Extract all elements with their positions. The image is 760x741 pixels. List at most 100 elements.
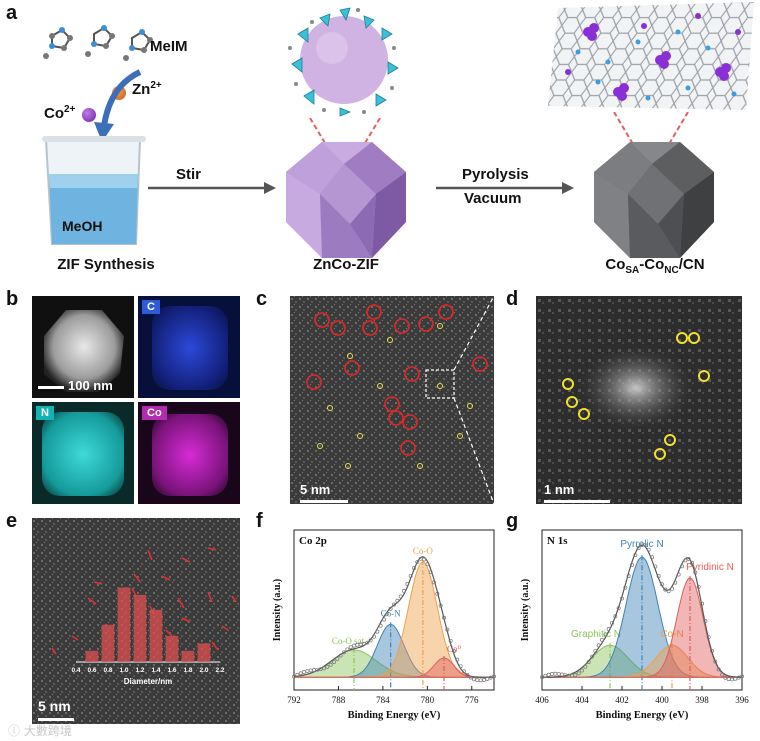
xps-tick-label: 400 [655,695,669,705]
panel-label-e: e [6,510,18,532]
xps-data-point [673,580,678,585]
histogram-tick-label: 2.2 [215,667,224,674]
xps-data-point [462,669,466,674]
histogram-tick-label: 2.0 [199,667,208,674]
xps-data-point [428,570,433,575]
xps-peak-label: Co-O [413,546,434,556]
xps-x-label: Binding Energy (eV) [596,710,689,721]
co-ion-icon [82,108,96,122]
histogram-tick-label: 1.8 [183,667,192,674]
xps-data-point [435,591,440,596]
zif-crystal-structure-icon [288,7,399,117]
xps-data-point [305,669,310,673]
caption-cosa-conc-cn: CoSA-CoNC/CN [605,256,705,276]
xps-data-point [395,598,400,603]
histogram-bar [149,609,163,662]
panel-label-f: f [256,510,263,532]
stem-image-e: 0.4 0.6 0.8 1.0 1.2 1.4 1.6 1.8 2.0 2.2 Diameter/n… [32,518,240,724]
panel-label-d: d [506,288,519,310]
xps-data-point [686,556,691,561]
xps-data-point [432,580,436,585]
xps-data-point [455,657,460,662]
xps-data-point [388,606,393,611]
xps-tick-label: 402 [615,695,629,705]
xps-peak-label: Graphitic N [571,629,621,640]
xps-data-point [292,674,296,679]
xps-data-point [385,611,390,616]
xps-data-point [342,650,346,655]
panel-label-g: g [506,510,519,532]
histogram-bar [165,635,179,662]
xps-data-point [295,672,300,677]
xps-data-point [472,677,476,682]
xps-tick-label: 398 [695,695,709,705]
xps-title: N 1s [547,535,568,547]
eds-tag-c: C [142,300,160,314]
xps-data-point [322,666,326,671]
watermark: ⓘ 大數跨境 [8,724,72,738]
xps-data-point [630,562,634,567]
xps-data-point [696,584,701,589]
xps-data-point [475,678,480,683]
xps-data-point [730,677,734,682]
meim-label: MeIM [150,38,188,55]
xps-peak-label: Co-N [381,608,402,618]
xps-data-point [308,668,313,673]
histogram-tick-label: 1.4 [151,667,160,674]
xps-data-point [448,638,453,643]
xps-data-point [606,627,611,631]
xps-data-point [560,672,564,677]
xps-data-point [328,662,333,667]
xps-data-point [653,564,658,569]
caption-zif-synthesis: ZIF Synthesis [57,256,155,273]
xps-data-point [583,664,588,669]
histogram-x-label: Diameter/nm [124,677,172,686]
xps-data-point [546,672,551,677]
xps-data-point [405,581,410,586]
xps-data-point [633,553,638,557]
xps-tick-label: 776 [465,695,479,705]
histogram-bar [117,587,131,662]
xps-data-point [412,566,416,571]
xps-data-point [422,557,426,562]
xps-peak-label: Pyridinic N [686,562,734,573]
xps-data-point [302,670,306,674]
xps-data-point [485,676,490,681]
xps-frame [293,529,495,691]
stir-arrow-icon [148,182,276,194]
xps-data-point [660,582,664,587]
xps-peak-label: Co-N [660,629,683,640]
xps-data-point [368,638,373,643]
xps-data-point [438,603,443,608]
xps-data-point [318,667,323,672]
haadf-stem-image-c: 5 nm [290,296,494,504]
xps-data-point [650,555,654,560]
xps-data-point [716,667,721,672]
histogram-bar [101,624,115,662]
xps-data-point [683,558,688,563]
xps-data-point [402,588,406,593]
xps-data-point [452,649,456,653]
xps-data-point [382,617,386,622]
xps-data-point [690,561,694,565]
xps-data-point [596,643,601,648]
xps-y-label: Intensity (a.u.) [272,579,283,642]
xps-y-label: Intensity (a.u.) [520,579,531,642]
pyrolysis-arrow-icon [436,182,574,194]
xps-data-point [623,585,628,590]
xps-data-point [425,562,430,567]
xps-data-point [636,546,641,550]
xps-data-point [482,677,486,682]
meoh-label: MeOH [62,218,103,234]
beaker-icon [42,136,146,245]
haadf-image: 100 nm [32,296,134,398]
histogram-bar [85,650,99,662]
xps-tick-label: 780 [421,695,435,705]
xps-data-point [492,674,496,679]
xps-data-point [543,673,548,678]
xps-data-point [723,675,728,680]
xps-data-point [365,640,370,645]
xps-data-point [465,673,470,677]
xps-data-point [626,574,631,579]
cosa-polyhedron-icon [594,142,714,258]
